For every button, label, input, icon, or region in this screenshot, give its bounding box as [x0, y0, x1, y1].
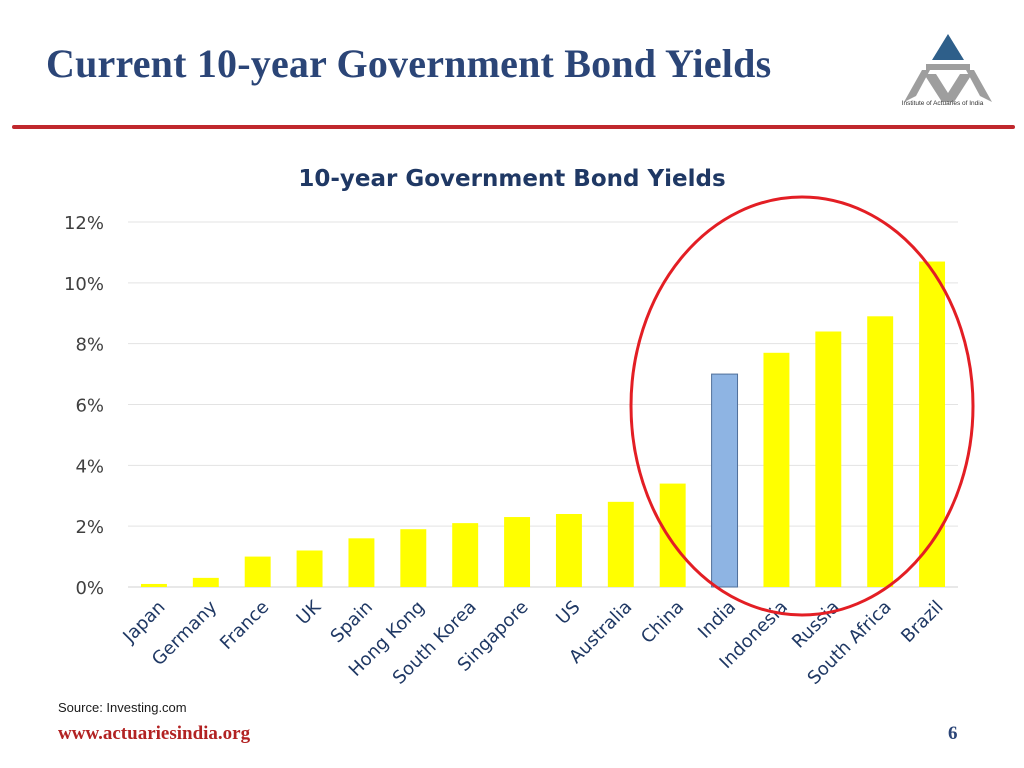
y-tick-label: 0%	[75, 578, 104, 599]
bar-hong-kong	[400, 529, 427, 587]
bar-france	[244, 556, 271, 587]
x-tick-label: Brazil	[897, 597, 947, 647]
y-tick-label: 2%	[75, 517, 104, 538]
bar-japan	[140, 583, 167, 587]
source-note: Source: Investing.com	[58, 700, 187, 715]
y-tick-label: 6%	[75, 396, 104, 417]
bar-uk	[296, 550, 323, 587]
x-tick-label: US	[552, 597, 584, 629]
logo-caption: Institute of Actuaries of India	[901, 100, 984, 107]
bar-spain	[348, 538, 375, 587]
bar-australia	[607, 501, 634, 587]
bar-china	[659, 483, 686, 587]
x-tick-label: China	[637, 597, 688, 648]
title-divider	[12, 125, 1015, 129]
bars	[140, 261, 946, 588]
page-number: 6	[948, 723, 958, 744]
bar-singapore	[504, 517, 531, 587]
bar-russia	[815, 331, 842, 587]
bar-germany	[192, 577, 219, 587]
slide-title: Current 10-year Government Bond Yields	[46, 41, 772, 86]
bar-india	[711, 373, 739, 588]
bar-indonesia	[763, 352, 790, 587]
x-tick-label: Spain	[327, 597, 377, 647]
bar-south-korea	[452, 523, 479, 587]
bar-brazil	[919, 261, 946, 587]
y-tick-label: 10%	[64, 274, 104, 295]
highlight-circle	[629, 195, 975, 617]
y-tick-label: 12%	[64, 213, 104, 234]
institute-logo	[904, 34, 992, 102]
y-tick-label: 8%	[75, 335, 104, 356]
y-axis-ticks: 0% 2% 4% 6% 8% 10% 12%	[64, 213, 104, 599]
bar-south-africa	[867, 316, 894, 587]
x-tick-label: France	[216, 597, 273, 654]
chart-title: 10-year Government Bond Yields	[298, 166, 725, 192]
bond-yield-chart: 10-year Government Bond Yields 0% 2% 4% 6% 8…	[64, 166, 975, 689]
y-tick-label: 4%	[75, 456, 104, 477]
x-tick-label: UK	[293, 596, 326, 629]
footer-url[interactable]: www.actuariesindia.org	[58, 723, 251, 744]
bar-us	[555, 514, 582, 587]
x-tick-label: India	[694, 597, 740, 643]
